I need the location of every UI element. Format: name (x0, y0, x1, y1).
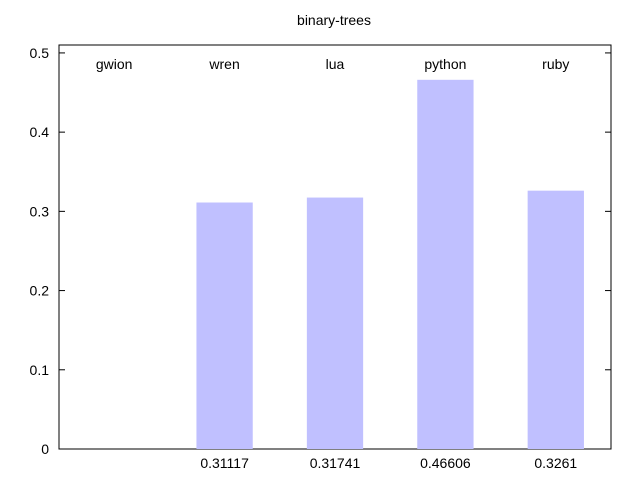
value-labels: 0.31117 0.31741 0.46606 0.3261 (200, 455, 577, 471)
value-label-ruby: 0.3261 (534, 455, 577, 471)
y-tick-label: 0.2 (30, 283, 50, 299)
y-tick-label: 0 (41, 441, 49, 457)
y-tick-label: 0.3 (30, 203, 50, 219)
bars (196, 79, 584, 449)
value-label-python: 0.46606 (420, 455, 471, 471)
chart-title: binary-trees (297, 12, 371, 28)
bar-wren (196, 202, 253, 449)
value-label-lua: 0.31741 (310, 455, 361, 471)
bar-ruby (527, 190, 584, 449)
y-tick-label: 0.4 (30, 124, 50, 140)
bar-lua (306, 197, 364, 449)
value-label-wren: 0.31117 (200, 455, 249, 471)
category-label-ruby: ruby (542, 56, 569, 72)
category-label-wren: wren (208, 56, 239, 72)
y-tick-label: 0.1 (30, 362, 50, 378)
bar-python (417, 79, 474, 449)
category-label-lua: lua (326, 56, 345, 72)
category-labels: gwion wren lua python ruby (96, 56, 570, 72)
y-axis: 0 0.1 0.2 0.3 0.4 0.5 (30, 45, 611, 457)
category-label-python: python (424, 56, 466, 72)
y-tick-label: 0.5 (30, 45, 50, 61)
category-label-gwion: gwion (96, 56, 133, 72)
